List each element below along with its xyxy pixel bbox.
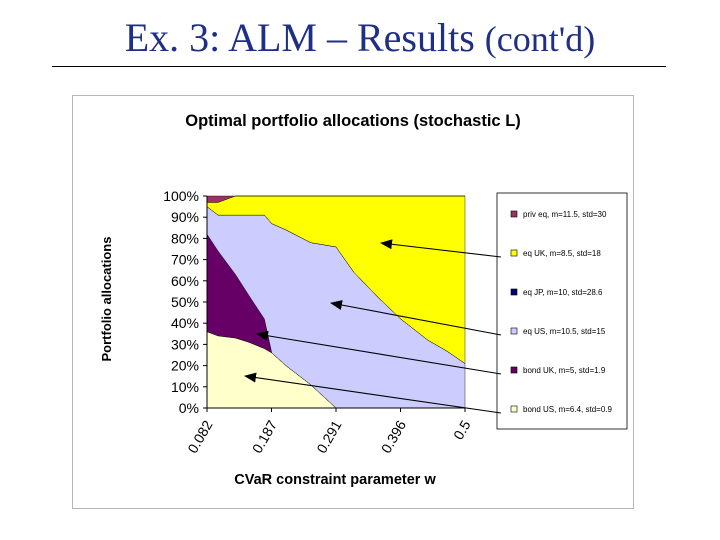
legend-label-bond-uk: bond UK, m=5, std=1.9 (523, 366, 606, 375)
legend-swatch-eq-jp (510, 288, 518, 296)
stacked-area-chart: Optimal portfolio allocations (stochasti… (99, 112, 628, 488)
slide-title-cont: (cont'd) (484, 19, 596, 59)
x-tick-label: 0.291 (313, 417, 344, 456)
y-tick-label: 0% (179, 400, 199, 416)
slide-title: Ex. 3: ALM – Results (cont'd) (0, 14, 720, 61)
y-tick-label: 70% (171, 252, 199, 268)
legend-swatch-eq-us (510, 327, 518, 335)
y-tick-label: 10% (171, 379, 199, 395)
title-divider (52, 66, 666, 67)
legend-label-bond-us: bond US, m=6.4, std=0.9 (523, 405, 612, 414)
arrow-bond-us (244, 372, 502, 414)
legend-label-eq-uk: eq UK, m=8.5, std=18 (523, 249, 601, 258)
y-tick-label: 20% (171, 358, 199, 374)
legend-label-priv-eq: priv eq, m=11.5, std=30 (523, 210, 607, 219)
y-tick-label: 90% (171, 209, 199, 225)
x-tick-label: 0.187 (249, 417, 280, 456)
y-tick-label: 80% (171, 230, 199, 246)
y-tick-label: 60% (171, 273, 199, 289)
arrow-bond-uk (256, 330, 502, 375)
y-tick-label: 50% (171, 294, 199, 310)
slide-title-main: Ex. 3: ALM – Results (124, 15, 485, 60)
y-axis-label: Portfolio allocations (99, 237, 114, 362)
x-tick-label: 0.082 (184, 417, 215, 456)
y-tick-label: 100% (163, 188, 199, 204)
x-tick-label: 0.5 (450, 417, 474, 442)
y-tick-label: 40% (171, 315, 199, 331)
legend-label-eq-jp: eq JP, m=10, std=28.6 (523, 288, 603, 297)
legend-swatch-bond-us (510, 405, 518, 413)
x-tick-label: 0.396 (378, 417, 409, 456)
legend-label-eq-us: eq US, m=10.5, std=15 (523, 327, 606, 336)
area-priv-eq (206, 195, 465, 203)
chart-title: Optimal portfolio allocations (stochasti… (185, 112, 521, 130)
legend-swatch-bond-uk (510, 366, 518, 374)
y-tick-label: 30% (171, 336, 199, 352)
legend-swatch-priv-eq (510, 210, 518, 218)
legend-box (496, 192, 628, 430)
x-axis-label: CVaR constraint parameter w (234, 472, 436, 488)
legend-swatch-eq-uk (510, 249, 518, 257)
legend: priv eq, m=11.5, std=30 eq UK, m=8.5, std… (496, 192, 628, 430)
chart-frame: Optimal portfolio allocations (stochasti… (72, 95, 634, 509)
annotation-arrows (244, 239, 502, 414)
arrow-eq-us (330, 300, 502, 336)
arrow-eq-uk (380, 239, 502, 258)
